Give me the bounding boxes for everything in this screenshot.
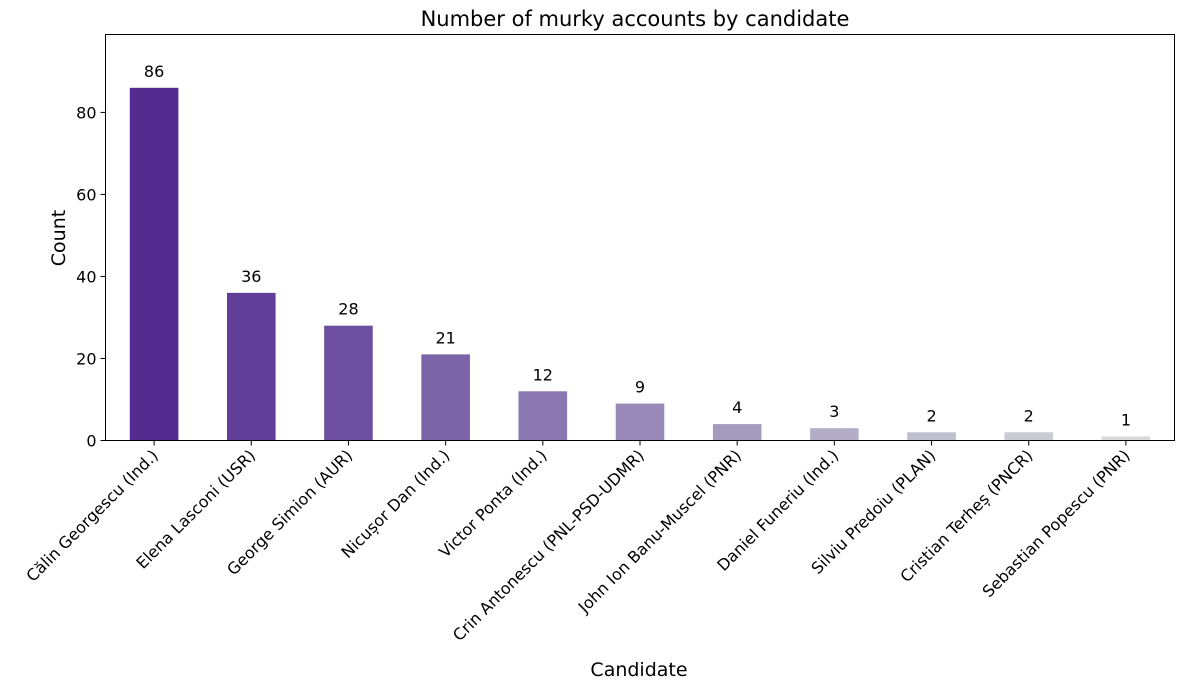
bar-value-label: 2 [926,406,936,425]
y-tick-label: 60 [76,185,96,204]
y-tick-label: 0 [86,432,96,451]
x-axis-title: Candidate [590,659,687,681]
bar-value-label: 86 [144,62,164,81]
bar-value-label: 36 [241,267,261,286]
bar [518,391,568,441]
bar [712,424,762,441]
y-tick-label: 20 [76,349,96,368]
y-axis-title: Count [48,210,70,266]
bar-value-label: 4 [732,398,742,417]
bar [1101,436,1151,441]
bar-value-label: 1 [1121,410,1131,429]
x-tick-label: John Ion Banu-Muscel (PNR) [574,446,745,617]
bar [615,403,665,441]
y-axis: 0 20 40 60 80 [76,103,106,451]
bar-value-label: 3 [829,402,839,421]
x-tick-label: Victor Ponta (Ind.) [435,446,550,561]
bar [421,354,470,441]
bar-value-label: 28 [338,300,358,319]
y-tick-label: 80 [76,103,96,122]
x-tick-label: Crin Antonescu (PNL-PSD-UDMR) [449,446,648,645]
bar [1004,432,1054,441]
bar [129,87,179,441]
bar [226,292,276,441]
bar [810,428,859,441]
chart-title: Number of murky accounts by candidate [421,7,850,31]
bar-value-label: 9 [635,378,645,397]
x-axis: Călin Georgescu (Ind.)Elena Lasconi (USR… [22,440,1134,645]
bar-value-label: 2 [1024,406,1034,425]
bar-value-label: 12 [533,365,553,384]
y-tick-label: 40 [76,267,96,286]
bar [907,432,956,441]
bar-value-label: 21 [435,328,455,347]
x-tick-label: Nicușor Dan (Ind.) [337,446,453,562]
bar [324,325,373,441]
bars [129,87,1151,441]
